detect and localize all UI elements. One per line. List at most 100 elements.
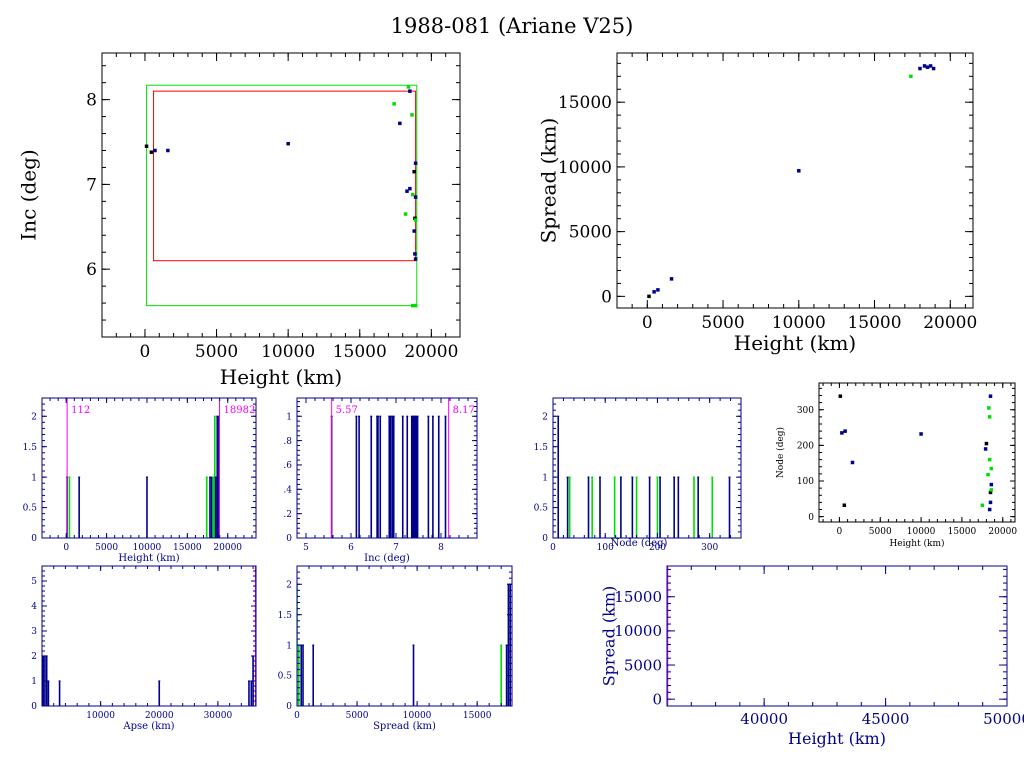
y-tick-label: 2 — [31, 652, 37, 662]
x-tick-label: 5000 — [701, 313, 744, 333]
scatter-point — [840, 431, 844, 435]
scatter-point — [412, 229, 416, 233]
scatter-point — [838, 394, 843, 398]
selection-box-red — [153, 90, 417, 262]
plot-area — [647, 64, 936, 299]
scatter-point — [413, 195, 418, 199]
plot-area — [330, 398, 450, 538]
x-axis-label: Height (km) — [734, 331, 856, 355]
chart-hist_height: 112 18982 0 5000 10000 15000 20000 0 0.5 1 1.5 2 Hei… — [23, 397, 257, 564]
y-axis-label: Node (deg) — [775, 427, 786, 478]
x-tick-label: 7 — [393, 543, 399, 553]
scatter-point — [922, 64, 927, 68]
y-tick-label: .4 — [283, 485, 292, 495]
scatter-point — [413, 218, 418, 222]
x-axis-label: Height (km) — [118, 553, 179, 564]
y-tick-label: 2 — [31, 412, 37, 422]
x-tick-label: 10000 — [133, 543, 162, 553]
x-axis-label: Apse (km) — [122, 721, 174, 732]
x-tick-label: 15000 — [333, 342, 387, 362]
plot-frame — [616, 52, 974, 309]
selection-box-green — [146, 84, 418, 307]
x-tick-label: 0 — [642, 313, 653, 333]
chart-spread_vs_height: 0 5000 10000 15000 20000050001000015000Heigh… — [537, 52, 977, 355]
x-tick-label: 200 — [649, 543, 666, 553]
plot-area — [144, 84, 418, 308]
scatter-point — [988, 490, 993, 495]
x-tick-label: 20000 — [145, 711, 174, 721]
scatter-point — [987, 507, 992, 512]
y-axis-label: Spread (km) — [537, 118, 561, 244]
y-tick-label: 4 — [31, 602, 37, 612]
scatter-point — [919, 432, 923, 436]
scatter-point — [928, 64, 933, 68]
plot-frame — [41, 565, 257, 707]
scatter-point — [153, 148, 157, 153]
y-tick-label: 5000 — [624, 656, 662, 674]
scatter-point — [986, 472, 990, 477]
x-tick-label: 10000 — [86, 711, 115, 721]
plot-frame — [818, 382, 1016, 523]
chart-hist_apse: 10000 20000 30000 0 1 2 3 4 5 Apse (km) — [31, 565, 257, 732]
scatter-point — [413, 252, 417, 256]
x-tick-label: 5000 — [346, 711, 369, 721]
x-axis-label: Height (km) — [889, 538, 944, 549]
x-tick-label: 0 — [294, 711, 300, 721]
x-tick-label: 5 — [303, 543, 309, 553]
y-tick-label: 1 — [542, 473, 548, 483]
scatter-point — [797, 169, 801, 173]
scatter-point — [980, 503, 985, 507]
y-tick-label: 0.5 — [278, 672, 293, 682]
scatter-point — [984, 441, 989, 446]
x-tick-label: 0 — [837, 527, 843, 537]
x-axis-label: Spread (km) — [373, 721, 436, 732]
x-tick-label: 300 — [701, 543, 718, 553]
scatter-point — [843, 429, 847, 433]
plot-area — [66, 398, 221, 538]
x-tick-label: 0 — [550, 543, 556, 553]
scatter-point — [144, 144, 149, 149]
y-tick-label: 15000 — [614, 588, 662, 606]
scatter-point — [988, 500, 993, 505]
scatter-point — [987, 415, 992, 419]
x-axis-label: Node (deg) — [611, 538, 668, 549]
scatter-point — [413, 303, 418, 308]
chart-inc_vs_height: 0 5000 10000 15000 20000 6 7 8 Height (km) Inc (d… — [17, 52, 461, 389]
x-tick-label: 20000 — [213, 543, 242, 553]
x-tick-label: 5000 — [95, 543, 118, 553]
y-tick-label: 6 — [86, 260, 97, 280]
limit-label: 18982 — [224, 405, 256, 416]
y-tick-label: 2 — [286, 580, 292, 590]
y-tick-label: 0.5 — [534, 504, 549, 514]
plot-frame — [666, 565, 1008, 707]
scatter-point — [988, 394, 993, 398]
scatter-point — [286, 141, 290, 146]
x-axis-label: Height (km) — [788, 729, 886, 748]
x-tick-label: 8 — [438, 543, 444, 553]
limit-label: 112 — [71, 405, 90, 416]
scatter-point — [410, 303, 415, 308]
plot-frame — [41, 397, 257, 539]
plot-frame — [296, 397, 478, 539]
y-tick-label: 100 — [797, 477, 814, 487]
y-tick-label: 0 — [542, 534, 548, 544]
y-tick-label: .2 — [283, 510, 292, 520]
figure-title: 1988-081 (Ariane V25) — [390, 14, 634, 38]
scatter-point — [842, 503, 847, 507]
scatter-point — [918, 66, 922, 71]
y-tick-label: 1.5 — [278, 611, 293, 621]
x-tick-label: 10000 — [772, 313, 826, 333]
plot-area — [42, 566, 256, 706]
x-tick-label: 0 — [63, 543, 69, 553]
y-tick-label: 0.5 — [23, 504, 38, 514]
scatter-point — [647, 294, 651, 299]
y-tick-label: 0 — [286, 534, 292, 544]
scatter-point — [983, 447, 988, 451]
y-tick-label: 5 — [31, 577, 37, 587]
chart-hist_spread: 0 5000 10000 15000 0 0.5 1 1.5 2 Spread (km) — [278, 565, 513, 732]
scatter-point — [989, 466, 994, 471]
y-tick-label: 3 — [31, 627, 37, 637]
x-tick-label: 20000 — [923, 313, 977, 333]
scatter-point — [987, 406, 991, 410]
scatter-point — [406, 85, 411, 89]
